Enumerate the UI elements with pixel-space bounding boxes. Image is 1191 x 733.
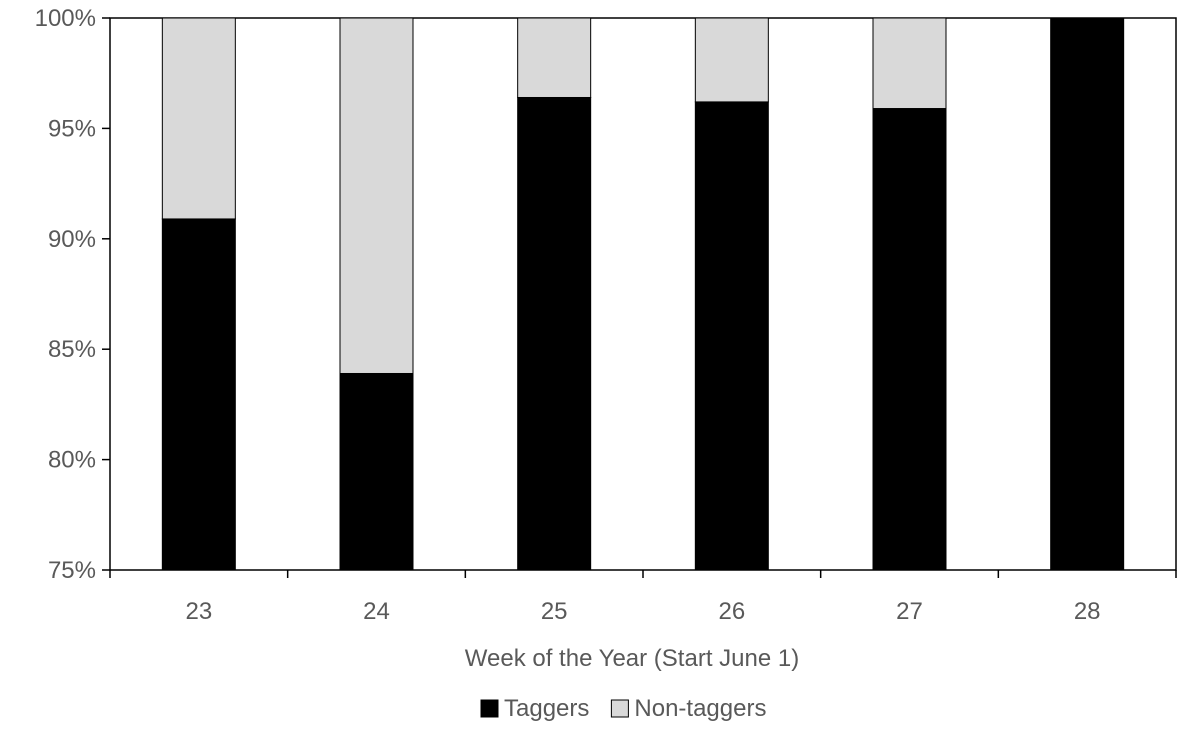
bar-non-taggers-week-24 (339, 17, 414, 374)
x-tick-label: 24 (363, 598, 390, 625)
bar-taggers-week-25 (517, 96, 592, 571)
legend-item-taggers: Taggers (480, 695, 589, 722)
axis-layer (102, 17, 1177, 578)
bar-taggers-week-26 (694, 101, 769, 571)
bars-layer (161, 17, 1125, 571)
bar-non-taggers-week-27 (872, 17, 947, 110)
x-tick-label: 23 (185, 598, 212, 625)
bar-taggers-week-27 (872, 108, 947, 571)
x-axis-title: Week of the Year (Start June 1) (465, 645, 799, 672)
legend: Taggers Non-taggers (480, 695, 766, 722)
x-tick-label: 28 (1074, 598, 1101, 625)
x-tick-label: 26 (718, 598, 745, 625)
labels-layer: 75% 80% 85% 90% 95% 100% 23 24 25 26 27 28 (35, 5, 1101, 625)
x-tick-label: 27 (896, 598, 923, 625)
x-tick-label: 25 (541, 598, 568, 625)
legend-item-non-taggers: Non-taggers (610, 695, 766, 722)
bar-taggers-week-24 (339, 372, 414, 571)
y-tick-label: 95% (48, 115, 96, 142)
legend-swatch (610, 699, 629, 718)
y-tick-label: 80% (48, 447, 96, 474)
y-tick-label: 90% (48, 226, 96, 253)
bar-non-taggers-week-26 (694, 17, 769, 103)
y-tick-label: 75% (48, 557, 96, 584)
legend-label: Non-taggers (634, 695, 766, 722)
legend-label: Taggers (504, 695, 589, 722)
bar-non-taggers-week-25 (517, 17, 592, 98)
legend-swatch (480, 699, 499, 718)
bar-non-taggers-week-23 (161, 17, 236, 220)
y-tick-label: 85% (48, 336, 96, 363)
y-tick-label: 100% (35, 5, 96, 32)
bar-taggers-week-23 (161, 218, 236, 571)
bar-taggers-week-28 (1050, 17, 1125, 571)
plot-area (109, 17, 1177, 571)
